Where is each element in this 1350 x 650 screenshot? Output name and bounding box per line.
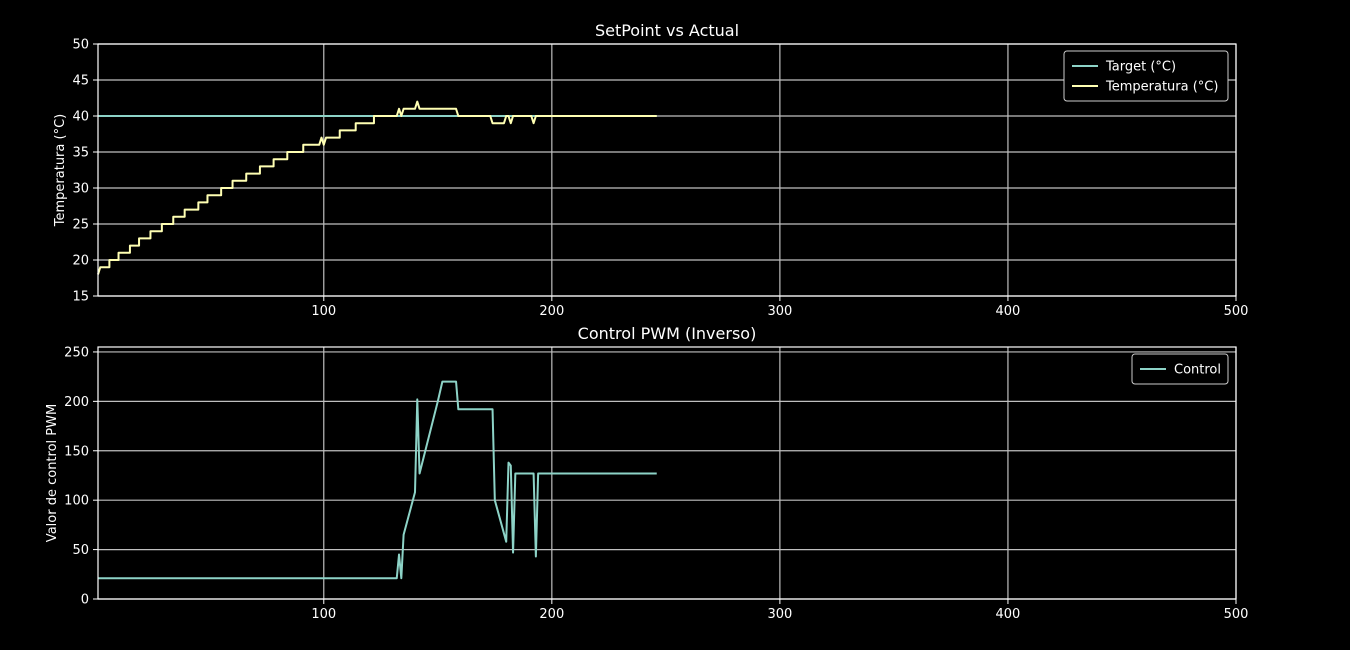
control-x-ticks: 100 200 300 400 500: [311, 599, 1248, 622]
setpoint-y-ticks: 15 20 25 30 35 40 45 50: [72, 38, 98, 305]
control-series: [98, 380, 657, 580]
control-x-tick-label: 400: [996, 607, 1021, 622]
control-y-axis-label: Valor de control PWM: [45, 404, 60, 542]
control-x-tick-label: 100: [311, 607, 336, 622]
control-y-tick-label: 250: [64, 345, 89, 360]
setpoint-axes-frame: [97, 43, 1237, 297]
control-series-line-0: [98, 380, 657, 580]
setpoint-x-tick-label: 200: [539, 304, 564, 319]
setpoint-x-tick-label: 500: [1224, 304, 1249, 319]
setpoint-y-tick-label: 30: [72, 182, 89, 197]
setpoint-x-ticks: 100 200 300 400 500: [311, 296, 1248, 319]
control-legend-box: [1131, 353, 1229, 385]
control-chart: 100 200 300 400 500 0 50 100 150 200 250 Control …: [45, 324, 1248, 622]
setpoint-x-tick-label: 100: [311, 304, 336, 319]
control-y-tick-label: 50: [72, 543, 89, 558]
setpoint-y-tick-label: 50: [72, 38, 89, 53]
setpoint-y-tick-label: 25: [72, 218, 89, 233]
setpoint-legend-box: [1063, 50, 1229, 102]
control-axes-frame: [97, 346, 1237, 600]
control-x-tick-label: 500: [1224, 607, 1249, 622]
control-y-tick-label: 150: [64, 444, 89, 459]
legend-label-target: Target (°C): [1105, 60, 1176, 75]
setpoint-y-tick-label: 15: [72, 290, 89, 305]
setpoint-y-axis-label: Temperatura (°C): [53, 114, 68, 227]
setpoint-chart-title: SetPoint vs Actual: [595, 21, 739, 40]
setpoint-series: [97, 100, 657, 275]
control-y-ticks: 0 50 100 150 200 250: [64, 345, 98, 608]
legend-label-control: Control: [1174, 363, 1221, 378]
control-y-tick-label: 0: [81, 593, 89, 608]
setpoint-series-line-1: [97, 100, 657, 275]
control-y-tick-label: 200: [64, 395, 89, 410]
setpoint-x-tick-label: 400: [996, 304, 1021, 319]
control-x-tick-label: 300: [767, 607, 792, 622]
control-legend: Control: [1131, 353, 1229, 385]
setpoint-chart: 100 200 300 400 500 15 20 25 30 35 40 45 50 SetPoin…: [53, 21, 1248, 319]
control-y-tick-label: 100: [64, 494, 89, 509]
control-x-tick-label: 200: [539, 607, 564, 622]
setpoint-x-tick-label: 300: [767, 304, 792, 319]
setpoint-y-tick-label: 20: [72, 254, 89, 269]
setpoint-y-tick-label: 45: [72, 74, 89, 89]
legend-label-temperatura: Temperatura (°C): [1105, 80, 1218, 95]
setpoint-legend: Target (°C) Temperatura (°C): [1063, 50, 1229, 102]
setpoint-y-tick-label: 35: [72, 146, 89, 161]
control-chart-title: Control PWM (Inverso): [578, 324, 757, 343]
setpoint-y-tick-label: 40: [72, 110, 89, 125]
